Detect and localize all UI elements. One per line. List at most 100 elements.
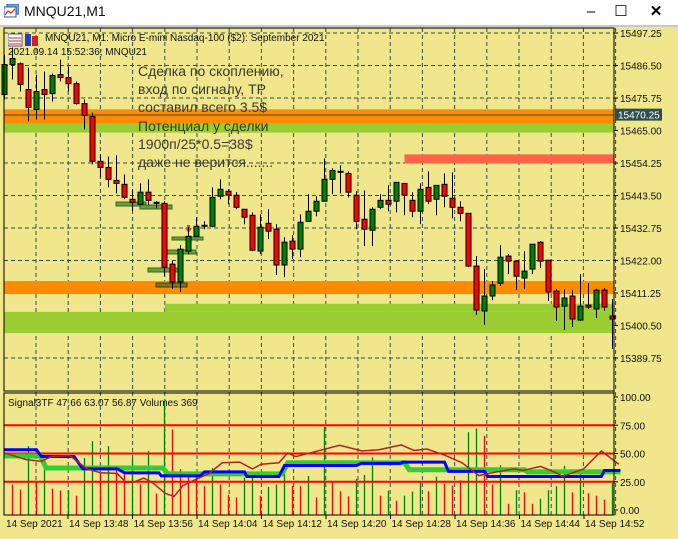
window-titlebar: MNQU21,M1 ‒ ☐ ✕ xyxy=(0,0,678,27)
candle xyxy=(81,99,88,130)
candle-body xyxy=(473,265,480,311)
chart-symbol-header: MNQU21, M1: Micro E-mini Nasdaq-100 ($2)… xyxy=(45,33,325,44)
price-label: 15454.25 xyxy=(620,159,662,170)
candle-body xyxy=(377,199,384,208)
candle xyxy=(601,288,608,311)
candle xyxy=(537,241,544,269)
candle-body xyxy=(57,74,64,79)
candle-body xyxy=(481,295,488,312)
candle xyxy=(561,289,568,331)
candle xyxy=(481,269,488,325)
candle-body xyxy=(209,196,216,227)
candle xyxy=(393,181,400,213)
candle xyxy=(145,179,152,206)
candle-body xyxy=(601,289,608,308)
candle-body xyxy=(41,89,48,96)
candle xyxy=(569,290,576,328)
candle-body xyxy=(321,178,328,202)
time-label: 14 Sep 14:20 xyxy=(327,519,387,530)
chart-area[interactable]: 15497.25 15486.50 15475.75 15465.00 15454.25… xyxy=(0,27,678,539)
candle-body xyxy=(153,201,160,204)
candle xyxy=(449,172,456,219)
indicator-axis-label: 0.00 xyxy=(620,506,640,517)
candle xyxy=(33,74,40,120)
candle xyxy=(297,214,304,258)
candle-body xyxy=(329,169,336,180)
orange-lower-zone xyxy=(4,281,614,295)
candle xyxy=(169,261,176,290)
indicator-panel-border xyxy=(3,392,615,516)
candle-body xyxy=(113,179,120,184)
candle xyxy=(489,281,496,301)
candle xyxy=(313,196,320,217)
candle-body xyxy=(137,191,144,205)
price-label: 15432.75 xyxy=(620,224,662,235)
candle xyxy=(249,212,256,252)
candle-body xyxy=(105,166,112,180)
candle xyxy=(73,81,80,105)
candle-body xyxy=(457,206,464,214)
green-lower-zone-extension xyxy=(165,303,614,312)
candle xyxy=(225,189,232,205)
time-label: 14 Sep 13:56 xyxy=(134,519,194,530)
candle xyxy=(121,174,128,200)
candle xyxy=(505,254,512,275)
candle xyxy=(401,182,408,216)
candle xyxy=(513,260,520,291)
candle xyxy=(305,194,312,222)
candle xyxy=(137,183,144,206)
chart-timestamp: 2021.09.14 15:52:36; MNQU21 xyxy=(8,47,147,58)
time-label: 14 Sep 14:44 xyxy=(521,519,581,530)
time-label: 14 Sep 2021 xyxy=(6,519,63,530)
candle xyxy=(545,259,552,302)
time-label: 14 Sep 14:36 xyxy=(456,519,516,530)
candle-body xyxy=(17,63,24,86)
volume-bars xyxy=(11,402,614,515)
close-button[interactable]: ✕ xyxy=(649,3,663,20)
candle-body xyxy=(577,305,584,321)
candle-body xyxy=(505,255,512,262)
candle xyxy=(65,66,72,92)
candle-body xyxy=(273,228,280,266)
candle xyxy=(241,208,248,225)
candle xyxy=(233,192,240,210)
annotation-line: Потенциал у сделки xyxy=(138,118,269,134)
candle-body xyxy=(177,248,184,283)
candle xyxy=(329,168,336,195)
candle xyxy=(89,112,96,165)
candle-body xyxy=(513,260,520,277)
chart-header-icons xyxy=(8,33,38,47)
candle xyxy=(17,62,24,92)
candle-body xyxy=(193,225,200,237)
candle xyxy=(529,243,536,275)
red-resistance-zone xyxy=(404,154,614,164)
time-label: 14 Sep 14:04 xyxy=(198,519,258,530)
candle-body xyxy=(73,83,80,105)
time-axis: 14 Sep 2021 14 Sep 13:48 14 Sep 13:56 14 Se… xyxy=(6,515,645,530)
maximize-button[interactable]: ☐ xyxy=(614,3,628,20)
candle xyxy=(409,192,416,218)
candle-body xyxy=(345,172,352,193)
price-zones xyxy=(4,109,614,334)
candle xyxy=(457,201,464,222)
price-axis: 15497.25 15486.50 15475.75 15465.00 15454.25… xyxy=(614,29,662,365)
indicator-axis-label: 75.00 xyxy=(620,421,645,432)
candle-body xyxy=(409,199,416,212)
annotation-line: составил всего 3.5$ xyxy=(138,99,268,115)
candle-body xyxy=(425,186,432,202)
candle xyxy=(161,201,168,277)
candle-body xyxy=(33,91,40,110)
candle xyxy=(521,251,528,290)
candle xyxy=(193,217,200,237)
candle-body xyxy=(185,235,192,252)
current-price-label: 15470.25 xyxy=(618,111,660,122)
candle xyxy=(57,59,64,82)
candle xyxy=(129,189,136,212)
candle xyxy=(321,158,328,202)
minimize-button[interactable]: ‒ xyxy=(586,3,596,20)
candle xyxy=(201,221,208,230)
price-label: 15475.75 xyxy=(620,94,662,105)
candle xyxy=(41,71,48,120)
time-label: 14 Sep 14:52 xyxy=(585,519,645,530)
bars-icon xyxy=(25,34,31,46)
